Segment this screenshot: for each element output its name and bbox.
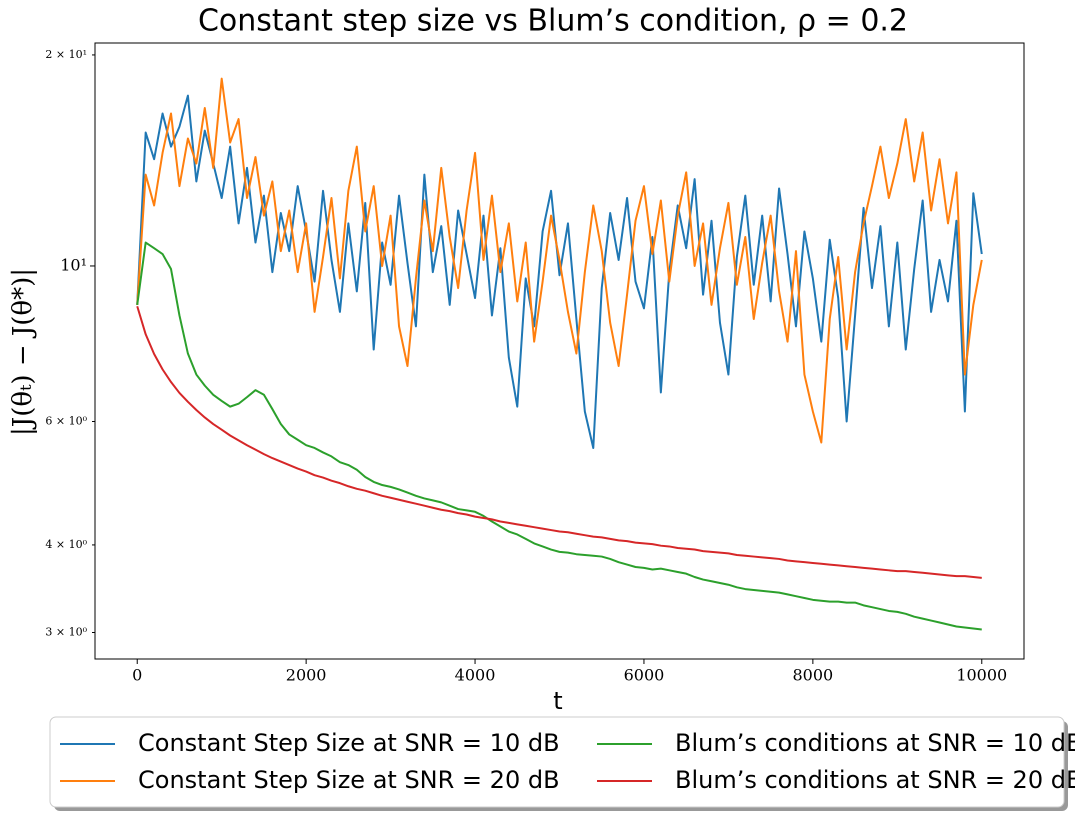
legend-label: Constant Step Size at SNR = 10 dB: [138, 729, 560, 757]
legend-label: Blum’s conditions at SNR = 10 dB: [675, 729, 1075, 757]
y-tick-label: 6 × 10⁰: [45, 414, 87, 427]
x-tick-label: 10000: [956, 666, 1007, 685]
x-axis-label: t: [553, 687, 562, 715]
x-tick-label: 8000: [793, 666, 834, 685]
legend-box: [49, 716, 1065, 808]
plot-frame: [94, 42, 1025, 660]
series-line: [136, 305, 982, 579]
y-tick-label: 10¹: [60, 255, 87, 274]
series-line: [136, 77, 983, 444]
x-tick-label: 2000: [286, 666, 327, 685]
legend-label: Blum’s conditions at SNR = 20 dB: [675, 766, 1075, 794]
y-axis-label: |J(θₜ) − J(θ*)|: [8, 268, 38, 436]
plot-lines: [136, 77, 983, 631]
x-tick-label: 4000: [455, 666, 496, 685]
series-line: [136, 241, 982, 631]
legend-label: Constant Step Size at SNR = 20 dB: [138, 766, 560, 794]
y-tick-label: 2 × 10¹: [45, 48, 87, 61]
x-tick-label: 6000: [624, 666, 665, 685]
chart-title: Constant step size vs Blum’s condition, …: [198, 4, 908, 39]
x-tick-label: 0: [132, 666, 142, 685]
y-tick-label: 4 × 10⁰: [45, 538, 87, 551]
y-tick-label: 3 × 10⁰: [45, 626, 87, 639]
